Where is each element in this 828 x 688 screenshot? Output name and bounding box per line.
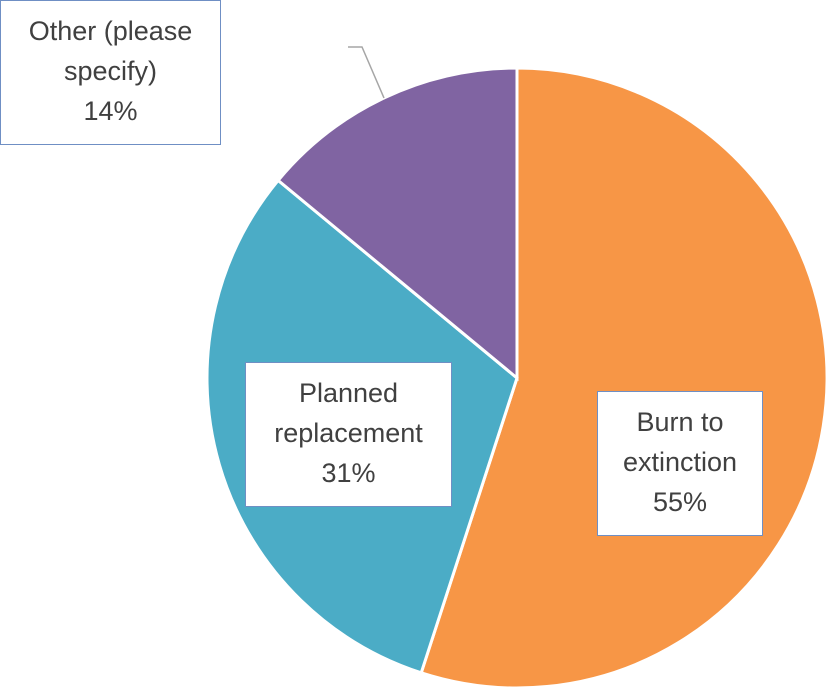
category-name: Planned replacement	[274, 378, 423, 448]
leader-line	[348, 46, 385, 99]
pie-slice	[276, 66, 519, 382]
data-label: Burn to extinction 55%	[597, 391, 763, 536]
value-label: 55%	[652, 487, 708, 517]
value-label: 31%	[321, 458, 376, 488]
category-name: Other (please specify)	[28, 16, 193, 86]
data-label: Other (please specify) 14%	[0, 0, 221, 145]
value-label: 14%	[83, 96, 138, 126]
category-name: Burn to extinction	[622, 407, 738, 477]
data-label: Planned replacement 31%	[245, 362, 452, 507]
